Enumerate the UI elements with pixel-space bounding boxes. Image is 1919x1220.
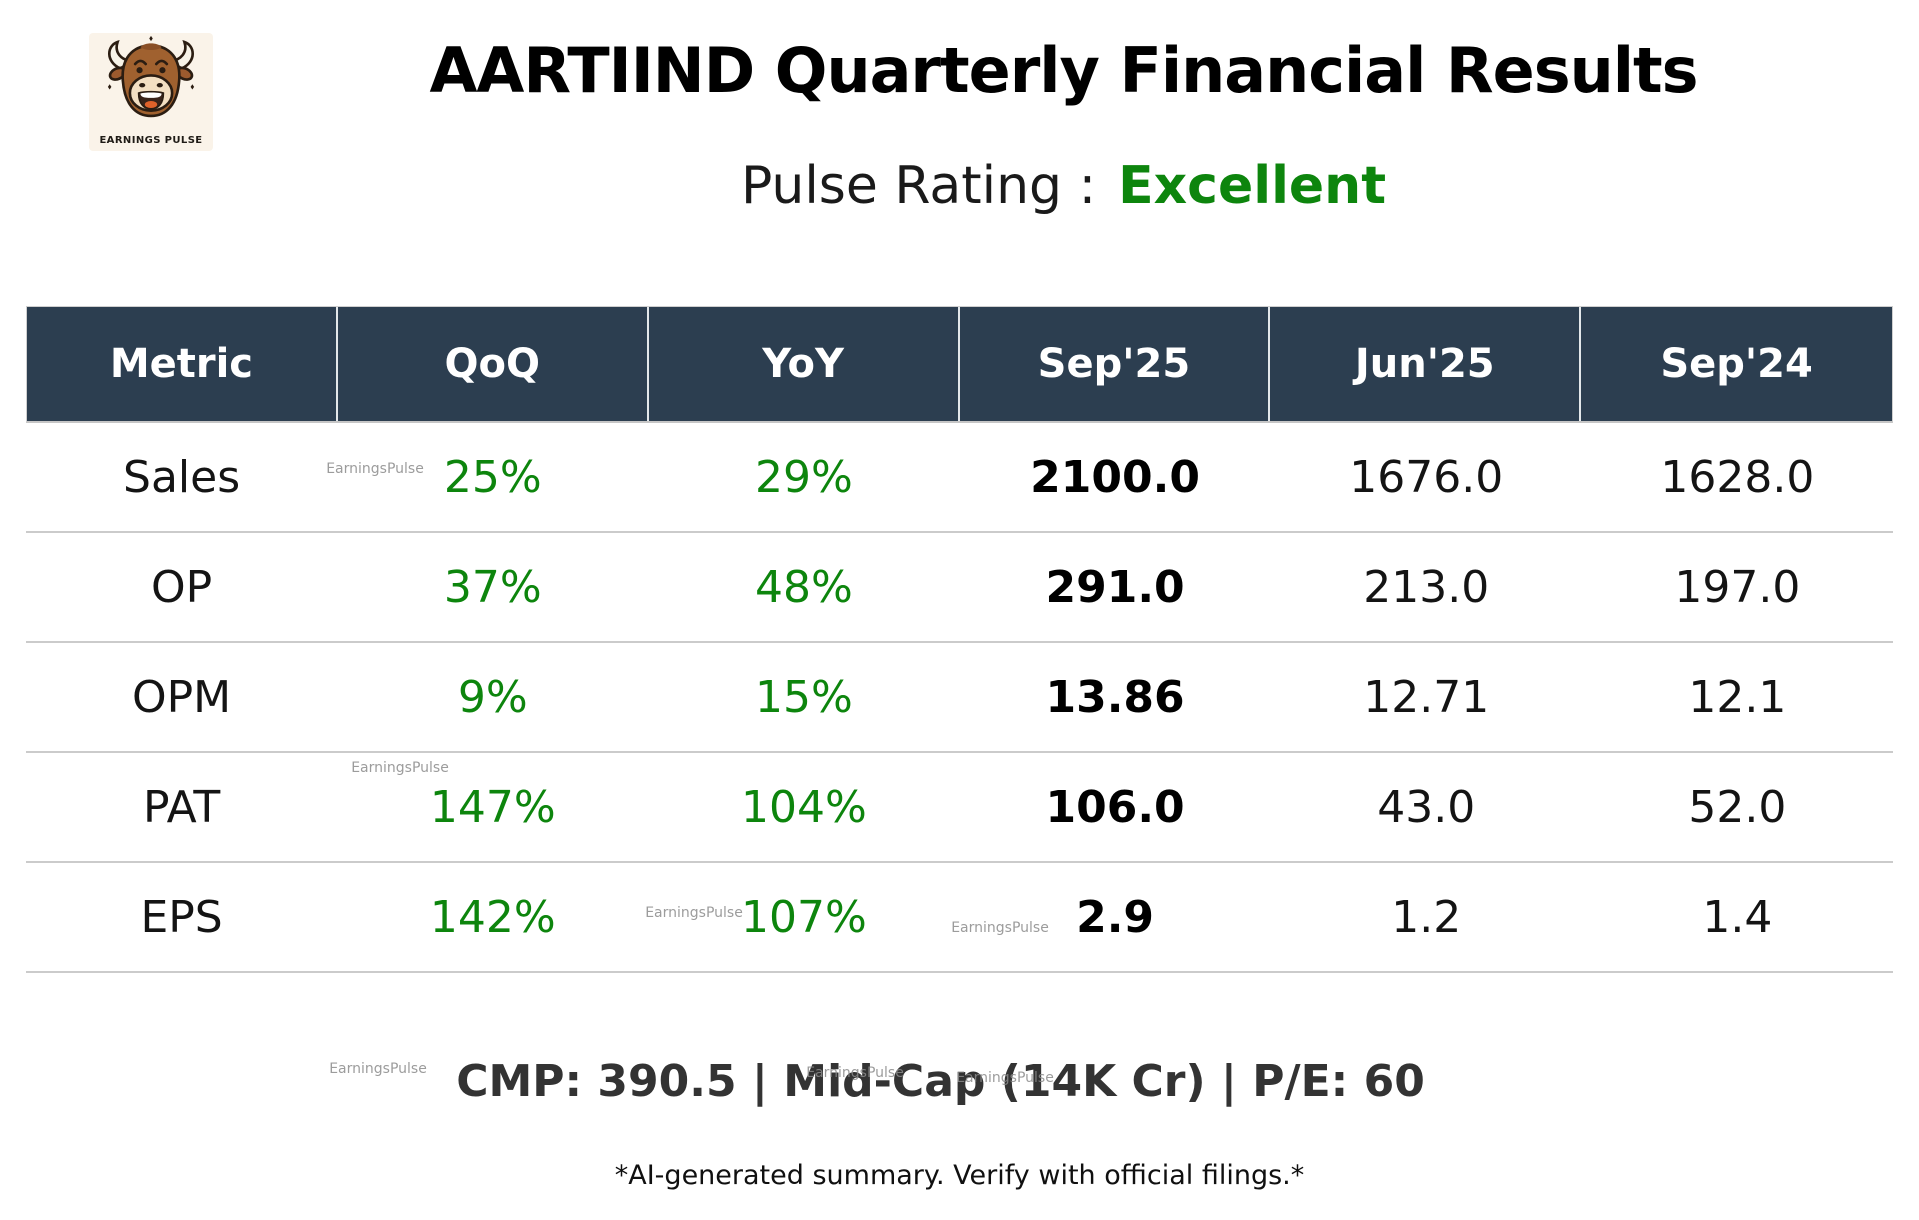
page-title: AARTIIND Quarterly Financial Results — [429, 34, 1698, 107]
metric-label: PAT — [142, 781, 221, 833]
table-row-opm: OPM 9% 15% 13.86 12.71 12.1 — [26, 643, 1893, 753]
column-header-qoq: QoQ — [338, 307, 649, 421]
jun25-value: 43.0 — [1377, 781, 1476, 833]
column-header-jun25: Jun'25 — [1270, 307, 1582, 421]
pulse-rating-label: Pulse Rating : — [740, 156, 1097, 216]
column-header-sep24: Sep'24 — [1660, 341, 1813, 387]
sep24-value: 1.4 — [1702, 891, 1773, 943]
watermark-text: EarningsPulse — [351, 760, 449, 776]
sep25-value: 291.0 — [1045, 561, 1185, 613]
pulse-rating-line: Pulse Rating : Excellent — [216, 156, 1911, 216]
metric-label: OPM — [132, 671, 232, 723]
qoq-value: 9% — [457, 671, 528, 723]
yoy-value: 15% — [755, 671, 853, 723]
qoq-value: 147% — [429, 781, 556, 833]
jun25-value: 1676.0 — [1349, 451, 1504, 503]
jun25-value: 213.0 — [1363, 561, 1490, 613]
watermark-text: EarningsPulse — [645, 905, 743, 921]
sep24-value: 197.0 — [1674, 561, 1801, 613]
sep24-value: 1628.0 — [1660, 451, 1815, 503]
earnings-pulse-logo: EARNINGS PULSE — [89, 33, 213, 151]
column-header-yoy: YoY — [649, 307, 960, 421]
qoq-value: 25% — [443, 451, 542, 503]
metric-label: EPS — [140, 891, 223, 943]
watermark-text: EarningsPulse — [806, 1065, 904, 1081]
table-header-row: Metric QoQ YoY Sep'25 Jun'25 Sep'24 — [26, 306, 1893, 423]
qoq-value: 142% — [429, 891, 556, 943]
watermark-text: EarningsPulse — [326, 461, 424, 477]
jun25-value: 1.2 — [1391, 891, 1462, 943]
column-header-sep25: Sep'25 — [960, 307, 1271, 421]
yoy-value: 29% — [755, 451, 853, 503]
watermark-text: EarningsPulse — [951, 920, 1049, 936]
yoy-value: 48% — [755, 561, 853, 613]
pulse-rating-value: Excellent — [1118, 156, 1387, 216]
jun25-value: 12.71 — [1363, 671, 1490, 723]
sep25-value: 13.86 — [1045, 671, 1185, 723]
logo-caption: EARNINGS PULSE — [99, 135, 203, 146]
sep25-value: 2100.0 — [1030, 451, 1200, 503]
disclaimer-text: *AI-generated summary. Verify with offic… — [614, 1160, 1305, 1191]
bull-mascot-icon — [107, 35, 195, 118]
yoy-value: 107% — [741, 891, 867, 943]
table-row-pat: PAT 147% 104% 106.0 43.0 52.0 — [26, 753, 1893, 863]
sep25-value: 2.9 — [1076, 891, 1155, 943]
results-table: Metric QoQ YoY Sep'25 Jun'25 Sep'24 Sale… — [26, 306, 1893, 973]
watermark-text: EarningsPulse — [329, 1061, 427, 1077]
sep25-value: 106.0 — [1045, 781, 1185, 833]
watermark-text: EarningsPulse — [956, 1070, 1054, 1086]
table-row-sales: Sales 25% 29% 2100.0 1676.0 1628.0 — [26, 423, 1893, 533]
metric-label: OP — [150, 561, 213, 613]
yoy-value: 104% — [741, 781, 867, 833]
cmp-summary-line: CMP: 390.5 | Mid-Cap (14K Cr) | P/E: 60 — [456, 1056, 1425, 1107]
table-row-eps: EPS 142% 107% 2.9 1.2 1.4 — [26, 863, 1893, 973]
table-row-op: OP 37% 48% 291.0 213.0 197.0 — [26, 533, 1893, 643]
sep24-value: 12.1 — [1688, 671, 1787, 723]
qoq-value: 37% — [443, 561, 542, 613]
sep24-value: 52.0 — [1688, 781, 1787, 833]
metric-label: Sales — [123, 451, 241, 503]
column-header-metric: Metric — [27, 307, 338, 421]
